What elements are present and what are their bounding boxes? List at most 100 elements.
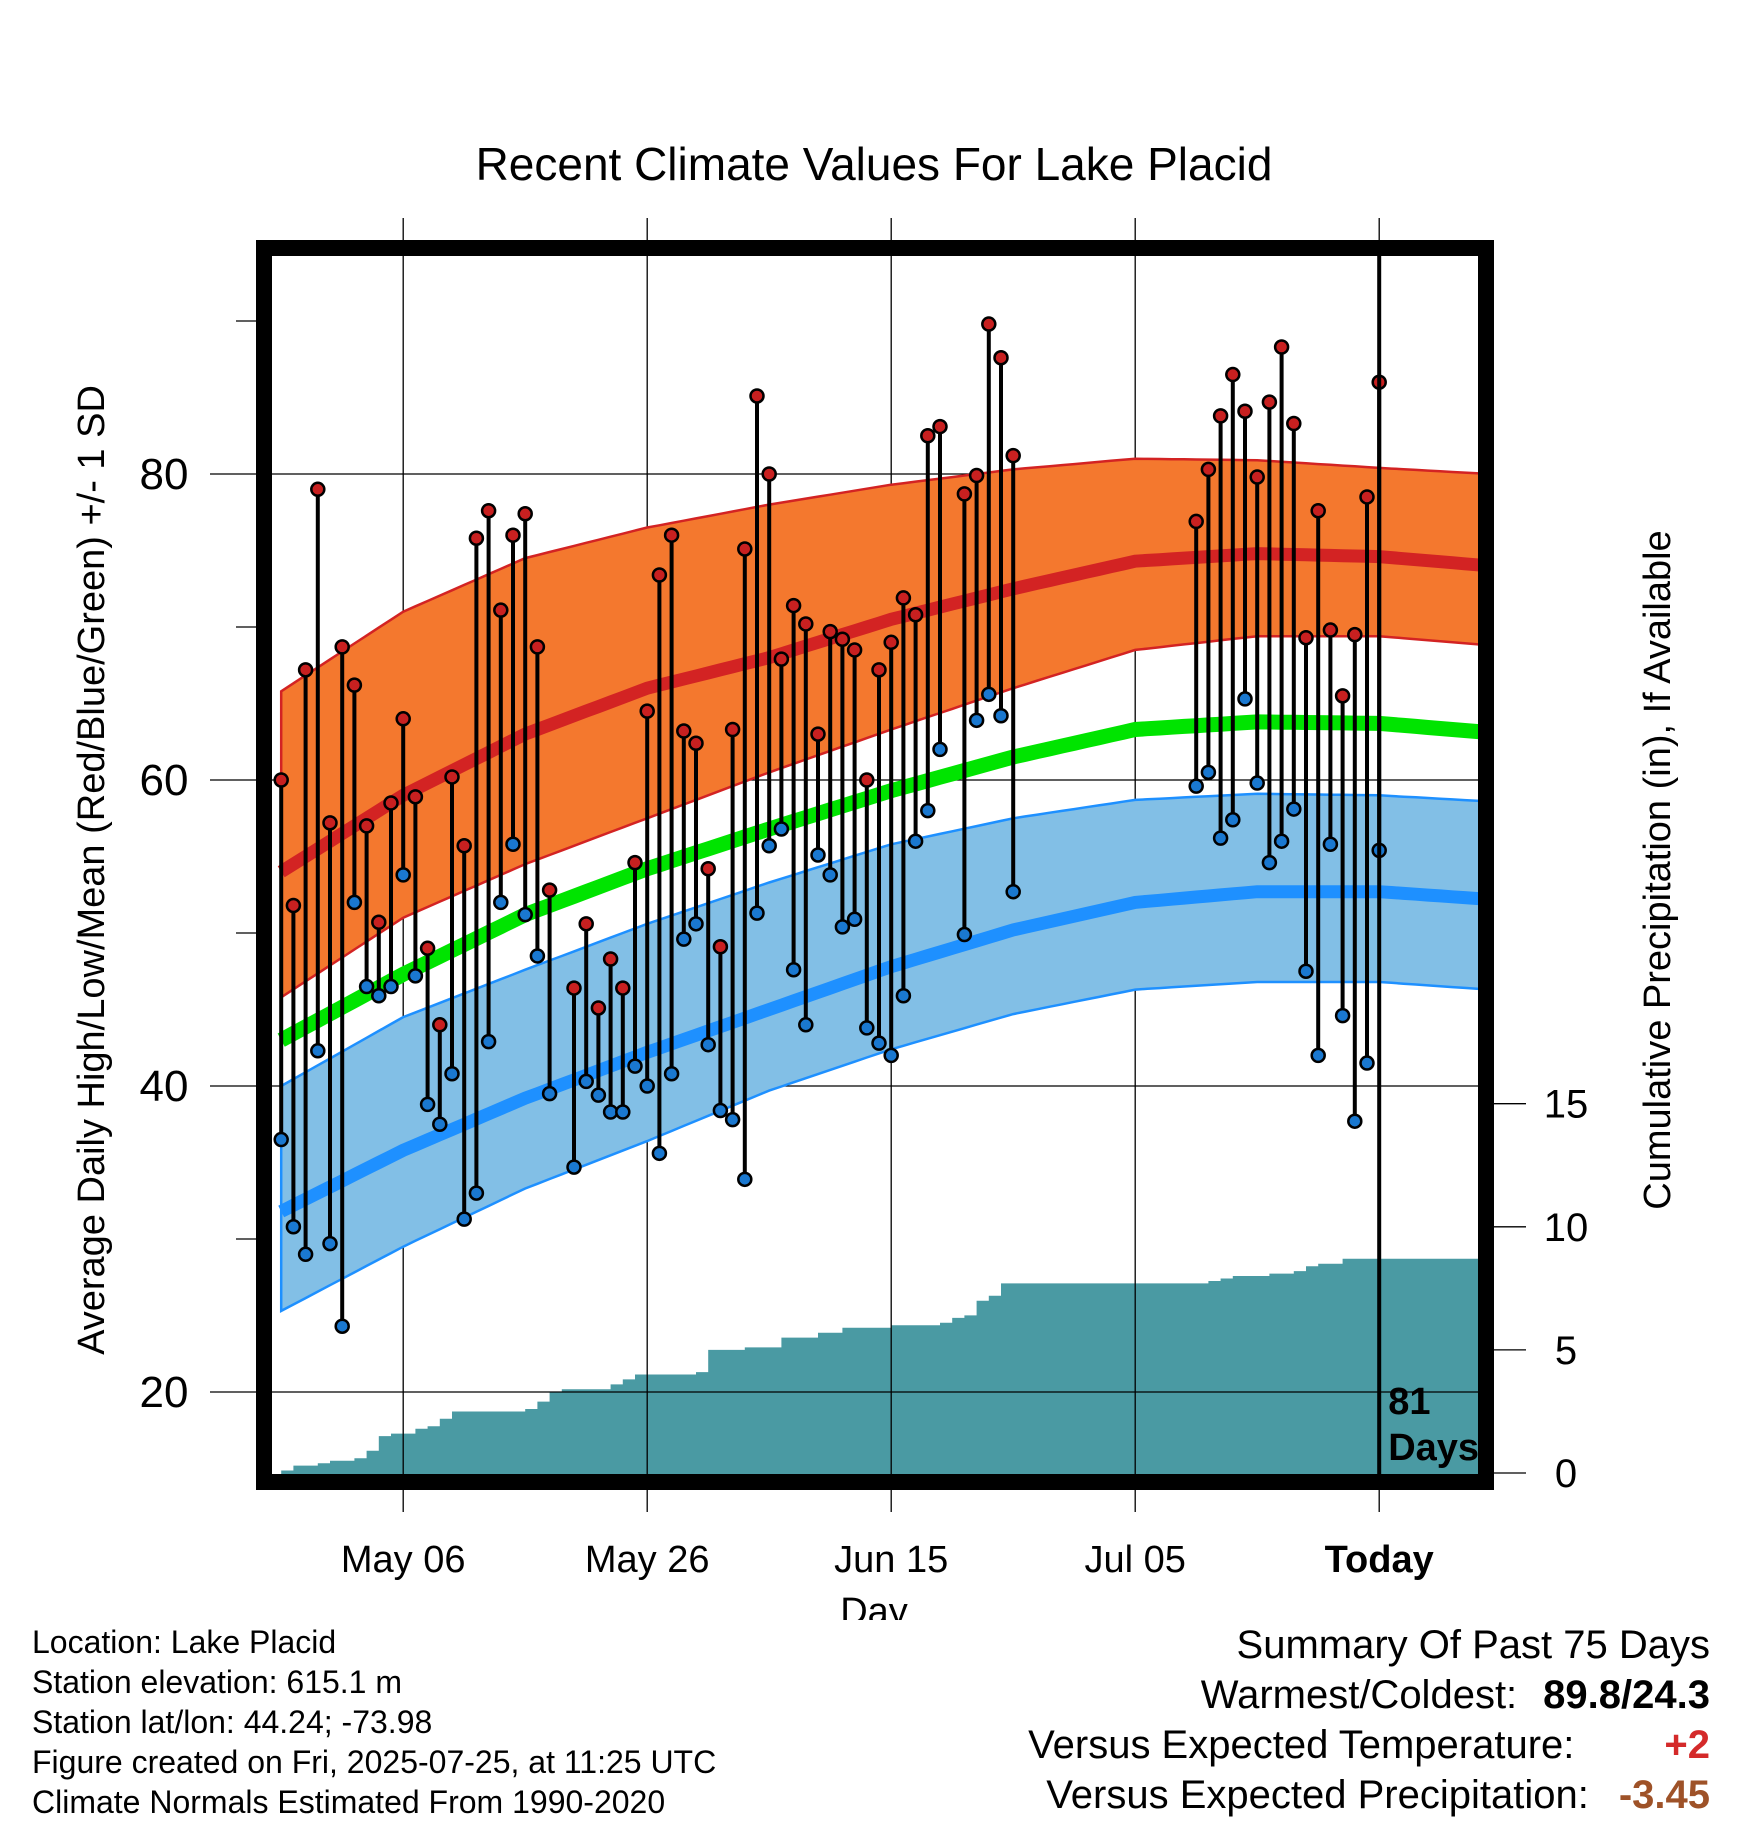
daily-high-point — [346, 677, 363, 693]
daily-low-point — [517, 906, 533, 923]
daily-high-point — [871, 662, 887, 678]
y-axis-left-label: Average Daily High/Low/Mean (Red/Blue/Gr… — [71, 385, 113, 1355]
daily-high-point — [773, 651, 790, 667]
y-right-tick-label: 0 — [1555, 1452, 1577, 1496]
daily-low-point — [1310, 1047, 1326, 1064]
daily-low-point — [639, 1078, 655, 1094]
daily-high-point — [1005, 447, 1021, 464]
daily-high-point — [480, 502, 497, 519]
daily-high-point — [1322, 622, 1339, 638]
daily-low-point — [895, 987, 912, 1004]
daily-low-point — [358, 978, 375, 995]
daily-high-point — [1273, 339, 1290, 355]
daily-high-point — [1286, 415, 1302, 432]
normal-low-line — [278, 885, 1490, 1218]
y-right-tick-label: 10 — [1544, 1206, 1589, 1250]
today-days-number: 81 — [1388, 1381, 1430, 1423]
daily-low-point — [1212, 830, 1229, 846]
daily-high-point — [310, 481, 326, 498]
daily-high-point — [407, 789, 424, 805]
daily-high-point — [859, 772, 875, 788]
daily-low-point — [541, 1085, 558, 1102]
x-tick-label: May 26 — [585, 1539, 710, 1581]
daily-low-point — [651, 1145, 668, 1162]
daily-low-point — [724, 1111, 741, 1128]
daily-low-point — [968, 712, 985, 729]
daily-low-point — [1005, 883, 1021, 900]
daily-low-point — [932, 741, 948, 758]
daily-high-point — [822, 623, 838, 640]
daily-low-point — [1286, 801, 1302, 817]
x-axis-label: Day — [840, 1591, 908, 1620]
daily-high-point — [724, 721, 741, 738]
y-left-tick-label: 40 — [140, 1062, 189, 1111]
daily-high-point — [761, 466, 777, 482]
summary-warm-cold-label: Warmest/Coldest: — [1200, 1673, 1518, 1717]
daily-high-point — [1188, 513, 1204, 530]
y-right-tick-label: 15 — [1544, 1083, 1589, 1127]
daily-low-point — [663, 1066, 680, 1082]
daily-high-point — [627, 854, 643, 871]
summary-panel: Summary Of Past 75 Days Warmest/Coldest:… — [1028, 1620, 1710, 1820]
daily-low-point — [773, 821, 790, 837]
daily-high-point — [493, 602, 509, 618]
daily-high-point — [578, 916, 594, 932]
climate-chart: Recent Climate Values For Lake Placid 81… — [71, 138, 1679, 1620]
daily-high-point — [968, 467, 985, 484]
daily-high-point — [737, 541, 753, 557]
daily-high-point — [1225, 366, 1241, 383]
summary-warm-cold: Warmest/Coldest: 89.8/24.3 — [1028, 1670, 1710, 1720]
x-tick-label: Jun 15 — [834, 1539, 948, 1581]
summary-precip-label: Versus Expected Precipitation: — [1046, 1773, 1589, 1817]
daily-low-point — [688, 916, 704, 932]
daily-high-point — [651, 567, 668, 583]
x-tick-label: Jul 05 — [1084, 1539, 1185, 1581]
daily-high-point — [663, 527, 680, 543]
daily-low-point — [297, 1246, 314, 1263]
y-left-tick-label: 60 — [140, 756, 189, 805]
summary-warm-cold-value: 89.8/24.3 — [1543, 1673, 1710, 1717]
summary-precip-value: -3.45 — [1618, 1773, 1710, 1817]
daily-high-point — [639, 703, 655, 719]
daily-low-point — [1298, 963, 1314, 979]
daily-low-point — [493, 894, 509, 911]
info-latlon: Station lat/lon: 44.24; -73.98 — [32, 1704, 433, 1740]
daily-high-point — [517, 506, 533, 522]
daily-low-point — [871, 1035, 887, 1051]
daily-high-point — [529, 639, 546, 655]
daily-high-point — [749, 388, 765, 404]
chart-title: Recent Climate Values For Lake Placid — [476, 138, 1273, 190]
daily-low-point — [529, 948, 546, 964]
daily-high-point — [505, 527, 521, 543]
daily-high-point — [700, 860, 716, 877]
daily-low-point — [920, 802, 936, 819]
x-tick-label: May 06 — [341, 1539, 466, 1581]
daily-low-point — [310, 1043, 326, 1059]
info-location: Location: Lake Placid — [32, 1624, 337, 1660]
daily-high-point — [590, 1000, 607, 1016]
daily-high-point — [322, 815, 338, 831]
daily-high-point — [432, 1017, 448, 1033]
y-right-tick-label: 5 — [1555, 1329, 1577, 1373]
daily-high-point — [444, 769, 460, 785]
daily-low-point — [1334, 1007, 1351, 1024]
daily-low-point — [810, 847, 826, 863]
daily-low-point — [737, 1171, 753, 1188]
daily-high-point — [297, 662, 314, 678]
daily-low-point — [712, 1102, 729, 1119]
daily-low-point — [785, 961, 802, 978]
daily-low-point — [1225, 812, 1241, 828]
daily-high-point — [1359, 489, 1375, 505]
daily-high-point — [846, 642, 863, 658]
daily-low-point — [883, 1047, 899, 1064]
daily-low-point — [761, 838, 777, 854]
daily-low-point — [1273, 833, 1290, 849]
daily-high-point — [1347, 626, 1363, 643]
daily-high-point — [615, 980, 631, 996]
y-left-tick-label: 20 — [140, 1368, 189, 1417]
daily-low-point — [346, 894, 363, 911]
plot-frame — [256, 240, 1494, 1490]
daily-low-point — [480, 1033, 497, 1050]
daily-high-point — [334, 639, 350, 655]
station-info: Location: Lake Placid Station elevation:… — [32, 1622, 716, 1822]
